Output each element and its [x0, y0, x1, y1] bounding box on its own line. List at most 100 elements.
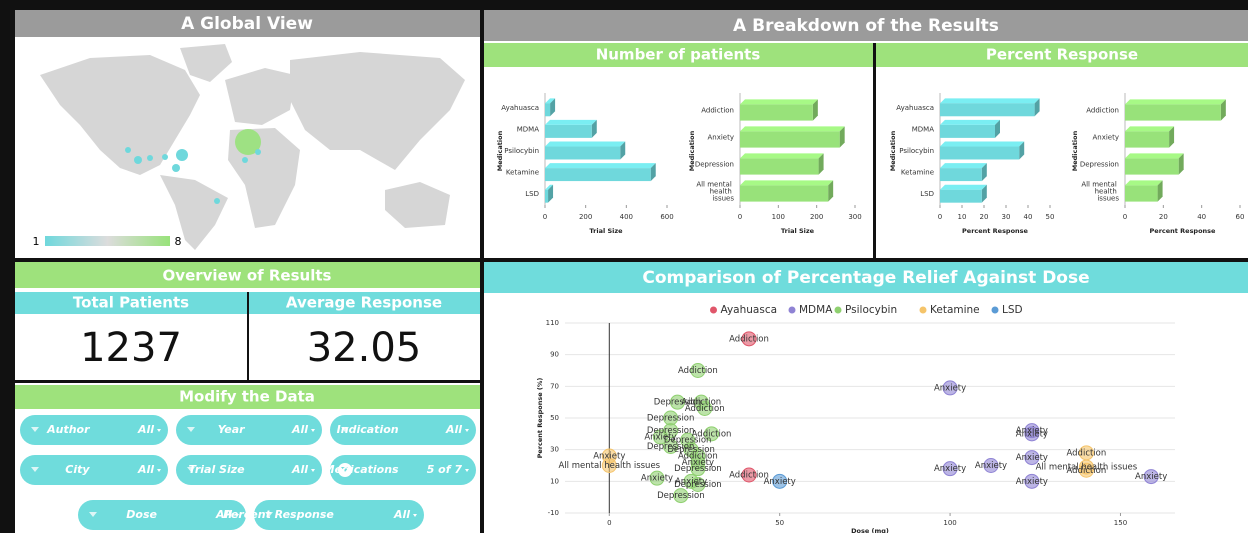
category-label: Depression: [695, 161, 734, 169]
filter-value: All: [215, 508, 232, 521]
bar-side: [839, 126, 845, 148]
map-dots: [125, 129, 261, 204]
x-tick-label: 60: [1236, 213, 1245, 221]
bar-top: [545, 184, 554, 190]
x-tick-label: 200: [810, 213, 823, 221]
bar-side: [981, 184, 987, 203]
legend-label: LSD: [1002, 304, 1023, 316]
point-label: Anxiety: [934, 464, 966, 474]
point: [1024, 473, 1040, 489]
point-label: Anxiety: [1016, 426, 1048, 436]
x-axis-title: Percent Response: [962, 227, 1029, 235]
map-legend-max: 8: [175, 235, 182, 248]
point-label: Anxiety: [641, 474, 673, 484]
filter-icon: [265, 512, 273, 517]
bar-top: [940, 184, 987, 190]
map-legend-min: 1: [33, 235, 40, 248]
map-dot: [162, 154, 168, 160]
divider: [15, 380, 480, 383]
filter-icon: [31, 467, 39, 472]
bar-top: [740, 180, 834, 186]
category-label: Ayahuasca: [896, 104, 934, 112]
x-tick-label: 200: [579, 213, 592, 221]
filter-pill[interactable]: [176, 455, 322, 485]
filter-pill[interactable]: [20, 455, 168, 485]
point: [690, 477, 706, 492]
kpi-value: 32.05: [307, 325, 422, 371]
filter-pill[interactable]: [20, 415, 168, 445]
bar-top: [740, 153, 824, 159]
category-label: Ketamine: [506, 169, 539, 177]
point-label: Addiction: [1067, 448, 1107, 458]
bar-side: [650, 163, 656, 182]
filter-pill[interactable]: [78, 500, 246, 530]
bar: [940, 103, 1035, 117]
header: Percent Response: [986, 46, 1138, 64]
y-axis-title: Percent Response (%): [536, 378, 544, 459]
category-label: Ayahuasca: [501, 104, 539, 112]
x-axis-title: Trial Size: [589, 227, 623, 235]
x-axis-title: Percent Response: [1150, 227, 1217, 235]
bar-side: [1178, 153, 1184, 175]
legend-swatch: [710, 306, 717, 314]
point-label: Depression: [647, 414, 695, 424]
point: [942, 380, 958, 396]
bar-side: [1169, 126, 1175, 148]
dropdown-caret: [465, 429, 469, 432]
point-label: Addiction: [678, 366, 718, 376]
filter-name: Author: [46, 423, 90, 436]
header: Number of patients: [596, 46, 761, 64]
y-tick-label: 90: [550, 351, 559, 359]
filter-icon: [89, 512, 97, 517]
bar: [1125, 185, 1158, 202]
filter-pill[interactable]: [254, 500, 424, 530]
point: [704, 426, 720, 442]
header-bg: [15, 10, 480, 37]
point-label: Addiction: [692, 429, 732, 439]
x-tick-label: 50: [775, 519, 784, 527]
category-label: Psilocybin: [899, 147, 934, 155]
bar-side: [828, 180, 834, 202]
y-tick-label: 110: [546, 319, 559, 327]
bar: [740, 185, 829, 202]
header: Overview of Results: [163, 267, 332, 285]
bar-top: [940, 141, 1025, 147]
y-tick-label: 10: [550, 477, 559, 485]
point-label: Addiction: [681, 398, 721, 408]
point: [1143, 469, 1159, 485]
bar: [940, 168, 982, 182]
y-axis-title: Medication: [688, 130, 696, 171]
point: [1024, 426, 1040, 442]
legend-swatch: [991, 306, 999, 314]
bar-top: [1125, 99, 1226, 105]
header: Comparison of Percentage Relief Against …: [642, 268, 1089, 288]
dropdown-caret: [465, 469, 469, 472]
filter-pill[interactable]: [330, 415, 476, 445]
filter-value: 5 of 7: [427, 463, 463, 476]
point-label: Anxiety: [1135, 472, 1167, 482]
divider: [15, 258, 1248, 262]
x-tick-label: 0: [1123, 213, 1127, 221]
category-label: Anxiety: [707, 134, 734, 142]
bar: [1125, 131, 1170, 148]
category-label: Depression: [1080, 161, 1119, 169]
filter-pill[interactable]: [330, 455, 476, 485]
point-label: Addiction: [678, 452, 718, 462]
bar: [545, 146, 621, 160]
bar-side: [812, 99, 818, 121]
filter-name: Percent Response: [223, 508, 334, 521]
point-label: Addiction: [1067, 466, 1107, 476]
bar: [1125, 104, 1221, 121]
filter-pill[interactable]: [176, 415, 322, 445]
point: [663, 439, 679, 454]
point: [690, 363, 706, 378]
header-bg: [15, 262, 480, 288]
y-axis-title: Medication: [889, 130, 897, 171]
category-label: Ketamine: [901, 169, 934, 177]
point-label: Anxiety: [934, 383, 966, 393]
point-label: All mental health issues: [1036, 463, 1138, 473]
filter-value: All: [393, 508, 410, 521]
filter-name: Medications: [324, 463, 399, 476]
y-tick-label: 70: [550, 382, 559, 390]
divider: [247, 292, 249, 380]
